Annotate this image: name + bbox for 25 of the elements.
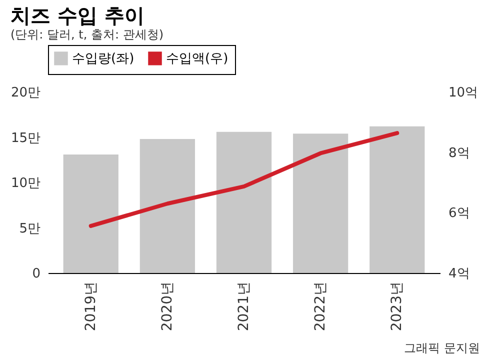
x-tick-label: 2022년 (312, 282, 329, 332)
text: 그래픽 문지원 (404, 340, 480, 357)
y-tick-label: 0 (32, 266, 40, 282)
bar (63, 154, 118, 273)
x-tick-label: 2021년 (236, 282, 252, 332)
bar (216, 132, 272, 273)
y-tick-label: 10만 (10, 176, 40, 191)
legend-label: 수입액(우) (166, 51, 228, 66)
y2-tick-label: 4억 (448, 266, 470, 282)
y-tick-label: 5만 (19, 221, 40, 236)
line-series (88, 131, 400, 228)
chart-subtitle: (단위: 달러, t, 출처: 관세청) (10, 28, 164, 42)
y2-tick-label: 10억 (448, 86, 478, 100)
bar (140, 139, 195, 273)
bar (370, 126, 425, 273)
x-tick-label: 2019년 (82, 282, 99, 332)
y2-tick-label: 6억 (448, 206, 470, 222)
x-tick-label: 2023년 (389, 282, 406, 332)
chart-title: 치즈 수입 추이 (10, 4, 144, 28)
y2-tick-label: 8억 (448, 146, 470, 161)
bar (293, 134, 348, 273)
y-tick-label: 15만 (10, 130, 40, 146)
y-tick-label: 20만 (10, 86, 40, 100)
legend-label: 수입량(좌) (72, 51, 134, 66)
x-tick-label: 2020년 (159, 282, 176, 332)
